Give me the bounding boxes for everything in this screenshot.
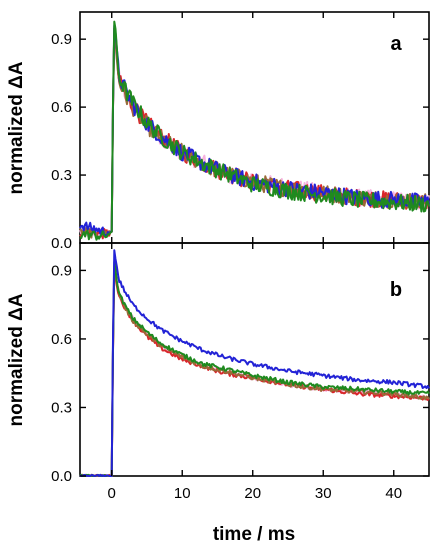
y-tick-label: 0.9	[51, 31, 72, 48]
panel-b-series-4	[79, 249, 430, 477]
panel-a: 0.0 0.3 0.6 0.9 a normalized ΔA	[6, 11, 430, 252]
panel-b-series	[79, 249, 430, 477]
y-tick-label: 0.6	[51, 331, 72, 348]
y-tick-label: 0.0	[51, 468, 72, 485]
panel-a-series-3	[79, 24, 430, 238]
panel-b-series-1	[79, 267, 430, 477]
panel-b-y-axis-title: normalized ΔA	[6, 293, 27, 426]
panel-a-frame	[79, 11, 430, 244]
panel-a-ticks: 0.0 0.3 0.6 0.9	[51, 12, 429, 252]
panel-a-series-4	[79, 20, 430, 241]
y-tick-label: 0.0	[51, 235, 72, 252]
y-tick-label: 0.3	[51, 399, 72, 416]
panel-b-ticks: 0.0 0.3 0.6 0.9 0 10 20 30 40	[51, 243, 429, 502]
x-tick-label: 30	[315, 485, 332, 502]
x-tick-label: 40	[385, 485, 402, 502]
x-tick-label: 0	[108, 485, 116, 502]
panel-b-series-3	[79, 260, 430, 477]
panel-b-series-2	[79, 267, 430, 477]
panel-a-series	[79, 20, 430, 241]
panel-b-series-0	[80, 265, 430, 477]
panel-b-label: b	[390, 279, 402, 301]
y-tick-label: 0.6	[51, 99, 72, 116]
x-tick-label: 10	[174, 485, 191, 502]
panel-a-label: a	[390, 33, 402, 55]
panel-a-y-axis-title: normalized ΔA	[6, 61, 27, 194]
x-tick-label: 20	[244, 485, 261, 502]
panel-b: 0.0 0.3 0.6 0.9 0 10 20 30 40 b normalized ΔA ti…	[6, 242, 430, 545]
panel-b-frame	[79, 242, 430, 477]
y-tick-label: 0.3	[51, 167, 72, 184]
x-axis-title: time / ms	[213, 524, 295, 545]
y-tick-label: 0.9	[51, 262, 72, 279]
